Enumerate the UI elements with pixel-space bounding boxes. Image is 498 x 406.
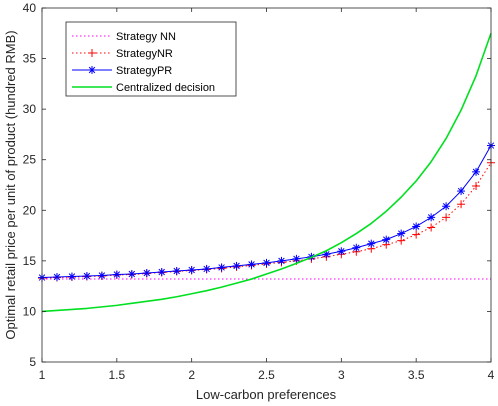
data-point xyxy=(217,263,226,272)
legend-marker xyxy=(88,66,96,74)
data-point xyxy=(142,268,151,277)
marker-stroke xyxy=(98,272,106,279)
marker-stroke xyxy=(188,266,195,274)
marker-stroke xyxy=(263,259,270,267)
data-point xyxy=(457,187,466,196)
data-point xyxy=(247,260,256,269)
y-tick-label: 25 xyxy=(23,153,37,167)
x-axis-label: Low-carbon preferences xyxy=(196,387,337,402)
marker-stroke xyxy=(457,187,465,195)
marker-stroke xyxy=(412,223,420,230)
series-layer xyxy=(38,33,495,313)
y-tick-label: 30 xyxy=(23,102,37,116)
marker-stroke xyxy=(397,230,405,237)
legend-entry-strategy-nn: Strategy NN xyxy=(72,31,176,43)
data-point xyxy=(412,230,421,239)
data-point xyxy=(67,272,76,281)
y-tick-label: 5 xyxy=(29,355,36,369)
marker-stroke xyxy=(128,270,136,278)
marker-stroke xyxy=(113,271,121,278)
data-point xyxy=(97,271,106,280)
marker-stroke xyxy=(68,273,76,280)
y-tick-label: 10 xyxy=(23,304,37,318)
marker-stroke xyxy=(248,261,255,268)
data-point xyxy=(352,243,361,252)
series-strategypr xyxy=(38,141,495,282)
data-point xyxy=(277,256,286,265)
marker-stroke xyxy=(173,267,180,275)
legend-marker xyxy=(88,49,96,57)
x-tick-label: 1 xyxy=(39,368,46,382)
data-point xyxy=(427,223,436,232)
legend-box xyxy=(65,21,237,97)
data-point xyxy=(367,239,376,248)
marker-stroke xyxy=(278,257,285,265)
data-point xyxy=(442,213,451,222)
marker-stroke xyxy=(203,265,210,273)
x-tick-label: 2 xyxy=(188,368,195,382)
ticks-layer: 1 1.5 2 2.5 3 3.5 4 5 10 15 20 25 30 35 40 xyxy=(23,1,495,382)
data-point xyxy=(397,229,406,238)
data-point xyxy=(82,272,91,281)
y-tick-label: 15 xyxy=(23,254,37,268)
data-point xyxy=(397,236,406,245)
marker-stroke xyxy=(158,268,165,276)
data-point xyxy=(52,273,61,282)
marker-stroke xyxy=(143,269,151,277)
data-point xyxy=(172,266,181,275)
data-point xyxy=(337,247,346,256)
legend-label: StrategyPR xyxy=(116,65,172,77)
data-point xyxy=(412,222,421,231)
data-point xyxy=(292,254,301,263)
data-point xyxy=(262,258,271,267)
marker-stroke xyxy=(83,272,91,280)
marker-stroke xyxy=(382,236,390,243)
marker-stroke xyxy=(353,244,360,251)
data-point xyxy=(442,202,451,211)
data-point xyxy=(202,264,211,273)
legend-label: Centralized decision xyxy=(116,82,215,94)
y-tick-label: 40 xyxy=(23,1,37,15)
marker-stroke xyxy=(368,240,375,247)
legend-label: StrategyNR xyxy=(116,48,173,60)
legend-entry-strategypr: StrategyPR xyxy=(72,65,172,77)
data-point xyxy=(472,182,481,191)
marker-stroke xyxy=(442,203,450,210)
data-point xyxy=(157,267,166,276)
marker-stroke xyxy=(88,66,96,74)
x-tick-label: 1.5 xyxy=(108,368,125,382)
x-tick-label: 3 xyxy=(338,368,345,382)
marker-stroke xyxy=(218,264,225,271)
legend-entries: Strategy NN StrategyNR StrategyPR Centraliz… xyxy=(72,31,215,94)
y-axis-label: Optimal retail price per unit of product… xyxy=(3,30,18,339)
data-point xyxy=(112,270,121,279)
data-point xyxy=(187,265,196,274)
marker-stroke xyxy=(427,214,435,221)
x-tick-label: 3.5 xyxy=(408,368,425,382)
marker-stroke xyxy=(53,273,61,281)
marker-stroke xyxy=(472,168,480,176)
data-point xyxy=(427,213,436,222)
data-point xyxy=(232,261,241,270)
legend: Strategy NN StrategyNR StrategyPR Centraliz… xyxy=(65,21,237,97)
marker-stroke xyxy=(323,251,330,258)
legend-entry-strategynr: StrategyNR xyxy=(72,48,173,60)
data-point xyxy=(472,167,481,176)
legend-entry-centralized-decision: Centralized decision xyxy=(72,82,215,94)
x-tick-label: 2.5 xyxy=(258,368,275,382)
marker-stroke xyxy=(293,255,300,263)
series-line-centralized-decision xyxy=(41,33,492,313)
x-tick-label: 4 xyxy=(488,368,495,382)
marker-stroke xyxy=(338,248,345,255)
marker-stroke xyxy=(233,262,240,270)
data-point xyxy=(382,235,391,244)
data-point xyxy=(127,270,136,279)
data-point xyxy=(457,200,466,209)
legend-label: Strategy NN xyxy=(116,31,176,43)
y-tick-label: 35 xyxy=(23,52,37,66)
series-centralized-decision xyxy=(41,33,492,313)
y-tick-label: 20 xyxy=(23,203,37,217)
